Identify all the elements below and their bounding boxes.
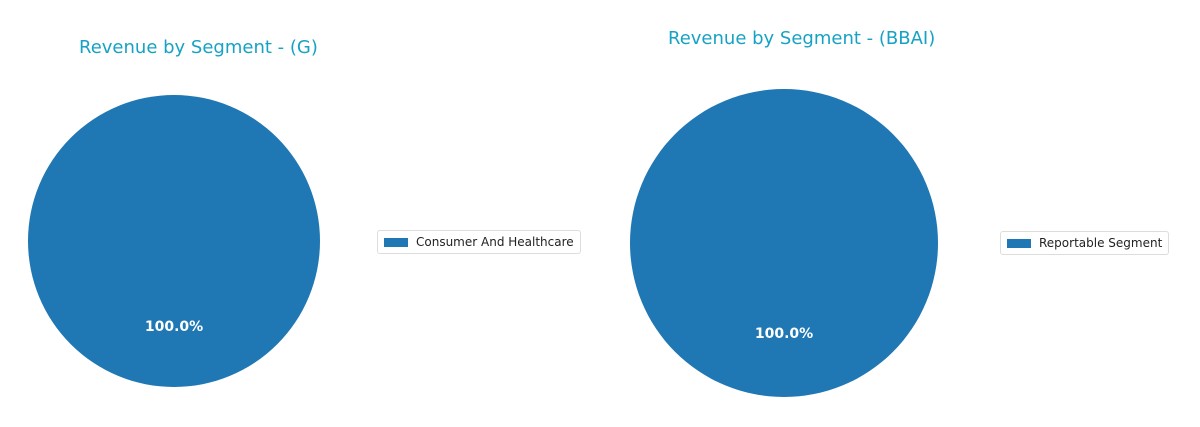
chart-title-bbai: Revenue by Segment - (BBAI) xyxy=(668,28,936,49)
pie-label-g: 100.0% xyxy=(144,319,204,335)
legend-label: Consumer And Healthcare xyxy=(416,235,574,249)
chart-title-g: Revenue by Segment - (G) xyxy=(79,37,318,58)
pie-slice-consumer-and-healthcare xyxy=(28,95,320,387)
legend-swatch-icon xyxy=(384,237,408,247)
legend-label: Reportable Segment xyxy=(1039,236,1163,250)
pie-label-bbai: 100.0% xyxy=(754,326,814,342)
legend-g: Consumer And Healthcare xyxy=(377,230,581,254)
legend-swatch-icon xyxy=(1007,238,1031,248)
pie-slice-reportable-segment xyxy=(630,89,938,397)
legend-bbai: Reportable Segment xyxy=(1000,231,1170,255)
